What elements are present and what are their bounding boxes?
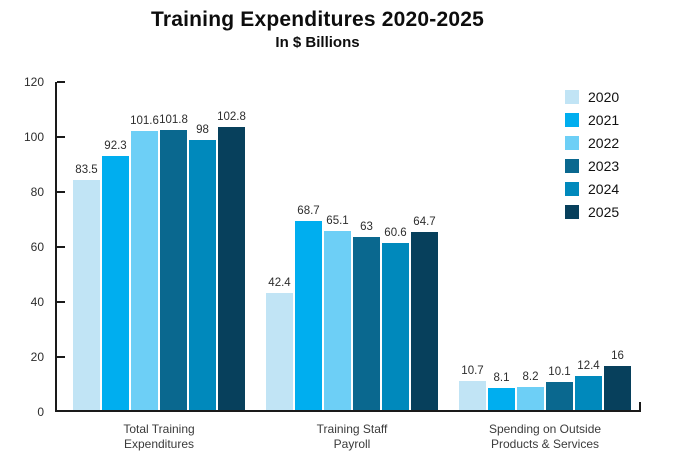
y-tick-mark [57,191,65,193]
bar-value-label: 8.2 [522,371,539,383]
y-axis-line [55,82,57,412]
bar-2020: 10.7 [459,365,486,410]
legend-item-2025: 2025 [565,205,619,219]
bar-2025: 16 [604,350,631,410]
x-axis-end-tick [639,402,641,412]
category-label: Spending on Outside Products & Services [488,422,602,451]
bar-value-label: 65.1 [326,215,349,227]
y-tick-label: 0 [37,405,44,419]
legend-swatch-icon [565,205,579,219]
bar-2022: 8.2 [517,371,544,410]
chart-header: Training Expenditures 2020-2025 In $ Bil… [0,8,699,51]
x-axis-line [55,410,641,412]
bar-2021: 68.7 [295,205,322,410]
bar-value-label: 12.4 [577,360,600,372]
bar-2024: 98 [189,124,216,410]
legend-swatch-icon [565,136,579,150]
bar-group: 83.5 92.3 101.6 101.8 98 102.8 [73,111,246,410]
plot-area: 0 20 40 60 80 100 120 83.5 92.3 101.6 101.8 98 102.… [24,76,641,418]
legend-label: 2025 [588,204,620,220]
bar-2025: 64.7 [411,216,438,410]
legend-label: 2022 [588,135,620,151]
y-tick-mark [57,136,65,138]
legend-item-2021: 2021 [565,113,619,127]
bar-value-label: 102.8 [217,111,246,123]
legend-label: 2023 [588,158,620,174]
bar-2025: 102.8 [217,111,246,410]
bar-value-label: 10.1 [548,366,571,378]
y-tick-mark [57,246,65,248]
legend-item-2020: 2020 [565,90,619,104]
bar-value-label: 16 [611,350,624,362]
bar-2023: 101.8 [159,114,188,410]
chart-subtitle: In $ Billions [275,34,360,51]
y-tick-mark [57,81,65,83]
bar-2023: 10.1 [546,366,573,410]
legend-item-2023: 2023 [565,159,619,173]
legend-label: 2024 [588,181,620,197]
bar-value-label: 63 [360,221,373,233]
chart-title: Training Expenditures 2020-2025 [150,8,484,31]
legend-label: 2020 [588,89,620,105]
bar-value-label: 101.6 [130,115,159,127]
bar-2024: 12.4 [575,360,602,410]
legend-swatch-icon [565,182,579,196]
bar-2022: 101.6 [130,115,159,410]
category-label: Total Training Expenditures [123,422,195,451]
bars-container: 83.5 92.3 101.6 101.8 98 102.8 42.4 68.7 65.1 63 6… [55,80,641,410]
legend-item-2022: 2022 [565,136,619,150]
legend-item-2024: 2024 [565,182,619,196]
y-tick-label: 60 [30,240,44,254]
bar-value-label: 10.7 [461,365,484,377]
bar-value-label: 60.6 [384,227,407,239]
bar-group: 42.4 68.7 65.1 63 60.6 64.7 [266,205,438,410]
bar-group: 10.7 8.1 8.2 10.1 12.4 16 [459,350,631,410]
category-label: Training Staff Payroll [316,422,388,451]
bar-value-label: 101.8 [159,114,188,126]
y-tick-label: 120 [23,75,44,89]
category-labels: Total Training Expenditures Training Staf… [55,422,641,452]
legend-swatch-icon [565,113,579,127]
y-tick-label: 80 [30,185,44,199]
bar-2024: 60.6 [382,227,409,410]
bar-value-label: 83.5 [75,164,98,176]
y-tick-mark [57,301,65,303]
bar-2022: 65.1 [324,215,351,410]
legend-label: 2021 [588,112,620,128]
legend-swatch-icon [565,90,579,104]
bar-2020: 42.4 [266,277,293,410]
bar-value-label: 92.3 [104,140,127,152]
bar-2020: 83.5 [73,164,100,410]
bar-2021: 92.3 [102,140,129,410]
bar-value-label: 98 [196,124,209,136]
y-tick-label: 20 [30,350,44,364]
bar-value-label: 42.4 [268,277,291,289]
legend: 2020 2021 2022 2023 2024 2025 [565,90,619,219]
legend-swatch-icon [565,159,579,173]
bar-2023: 63 [353,221,380,410]
bar-value-label: 64.7 [413,216,436,228]
y-tick-label: 100 [23,130,44,144]
y-tick-mark [57,356,65,358]
bar-2021: 8.1 [488,372,515,410]
bar-value-label: 8.1 [493,372,510,384]
y-tick-label: 40 [30,295,44,309]
bar-value-label: 68.7 [297,205,320,217]
